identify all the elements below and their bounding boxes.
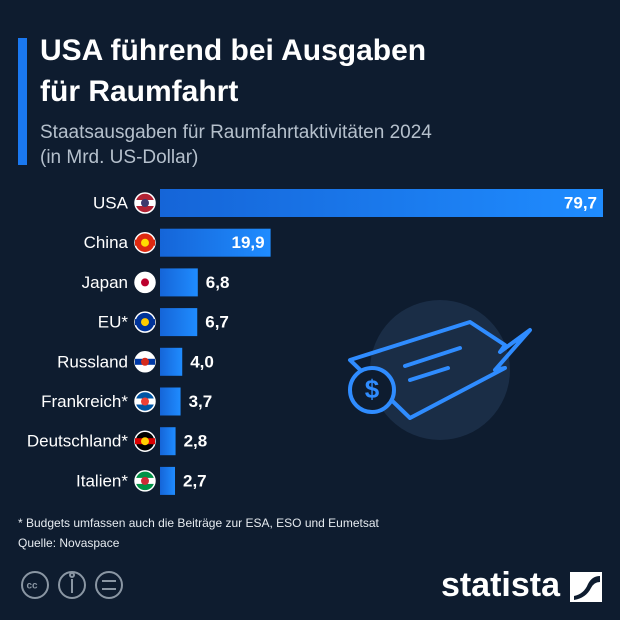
category-label: Japan bbox=[82, 273, 128, 292]
category-label: EU* bbox=[98, 313, 129, 332]
flag-emblem bbox=[141, 476, 149, 485]
chart-title: USA führend bei Ausgaben bbox=[40, 34, 426, 67]
flag-emblem bbox=[141, 357, 149, 366]
accent-bar bbox=[18, 38, 27, 165]
footnote: * Budgets umfassen auch die Beiträge zur… bbox=[18, 516, 380, 530]
bar bbox=[160, 268, 198, 297]
cc-icon: cc bbox=[26, 581, 38, 592]
bar bbox=[160, 466, 176, 495]
bar bbox=[160, 228, 271, 257]
flag-emblem bbox=[141, 199, 149, 207]
value-label: 6,8 bbox=[206, 273, 230, 292]
value-label: 2,7 bbox=[183, 471, 207, 490]
flag-emblem bbox=[141, 318, 149, 327]
flag-emblem bbox=[141, 238, 149, 247]
brand-logo[interactable]: statista bbox=[441, 566, 561, 604]
bar bbox=[160, 387, 181, 416]
value-label: 4,0 bbox=[190, 352, 214, 371]
flag-emblem bbox=[141, 278, 149, 287]
license-icons bbox=[21, 571, 123, 599]
category-label: Italien* bbox=[76, 471, 128, 490]
value-label: 79,7 bbox=[564, 193, 597, 212]
bar bbox=[160, 308, 198, 337]
coin-illustration: $ bbox=[348, 300, 532, 440]
chart-subtitle: Staatsausgaben für Raumfahrtaktivitäten … bbox=[40, 122, 432, 143]
category-label: USA bbox=[93, 193, 129, 212]
category-label: China bbox=[84, 233, 129, 252]
svg-text:$: $ bbox=[365, 374, 380, 404]
value-label: 2,8 bbox=[184, 432, 208, 451]
brand-mark-cut bbox=[574, 576, 600, 600]
bar bbox=[160, 347, 183, 376]
category-label: Deutschland* bbox=[27, 432, 129, 451]
category-label: Frankreich* bbox=[41, 392, 128, 411]
chart-title: für Raumfahrt bbox=[40, 75, 238, 108]
bar bbox=[160, 189, 603, 217]
value-label: 19,9 bbox=[232, 233, 265, 252]
flag-emblem bbox=[141, 437, 149, 446]
bar bbox=[160, 427, 176, 456]
value-label: 3,7 bbox=[189, 392, 213, 411]
flag-emblem bbox=[141, 397, 149, 406]
source: Quelle: Novaspace bbox=[18, 536, 120, 550]
chart-subtitle: (in Mrd. US-Dollar) bbox=[40, 147, 198, 168]
category-label: Russland bbox=[57, 352, 128, 371]
value-label: 6,7 bbox=[205, 313, 229, 332]
